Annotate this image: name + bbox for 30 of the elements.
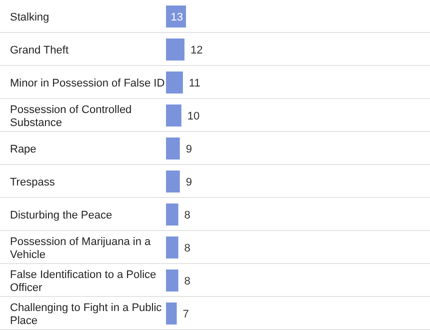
y-tick-label: Rape	[10, 144, 36, 156]
y-tick-label: Grand Theft	[10, 44, 68, 56]
data-label: 12	[190, 44, 203, 56]
bar	[166, 138, 180, 160]
bar	[166, 302, 177, 324]
bar	[166, 204, 178, 226]
bar	[166, 170, 180, 192]
bar	[166, 236, 178, 258]
y-tick-label: Minor in Possession of False ID	[10, 78, 165, 90]
bar	[166, 104, 182, 126]
data-label: 7	[182, 308, 189, 320]
y-tick-label: False Identification to a Police Officer	[10, 269, 156, 294]
data-label: 13	[170, 12, 183, 24]
data-label: 8	[184, 242, 190, 254]
data-label: 8	[184, 276, 190, 288]
data-label: 9	[186, 144, 192, 156]
data-label: 9	[186, 176, 192, 188]
bar	[166, 38, 184, 60]
y-tick-label: Possession of Marijuana in a Vehicle	[10, 236, 152, 261]
bar	[166, 6, 186, 28]
bar	[166, 270, 178, 292]
y-tick-label: Possession of Controlled Substance	[10, 104, 132, 129]
data-label: 8	[184, 210, 190, 222]
y-tick-label: Stalking	[10, 12, 50, 24]
y-tick-label: Disturbing the Peace	[10, 210, 112, 222]
data-label: 10	[187, 110, 200, 122]
y-tick-label: Challenging to Fight in a Public Place	[10, 302, 162, 327]
bar	[166, 72, 183, 94]
data-label: 11	[188, 78, 200, 90]
y-tick-label: Trespass	[10, 176, 56, 188]
